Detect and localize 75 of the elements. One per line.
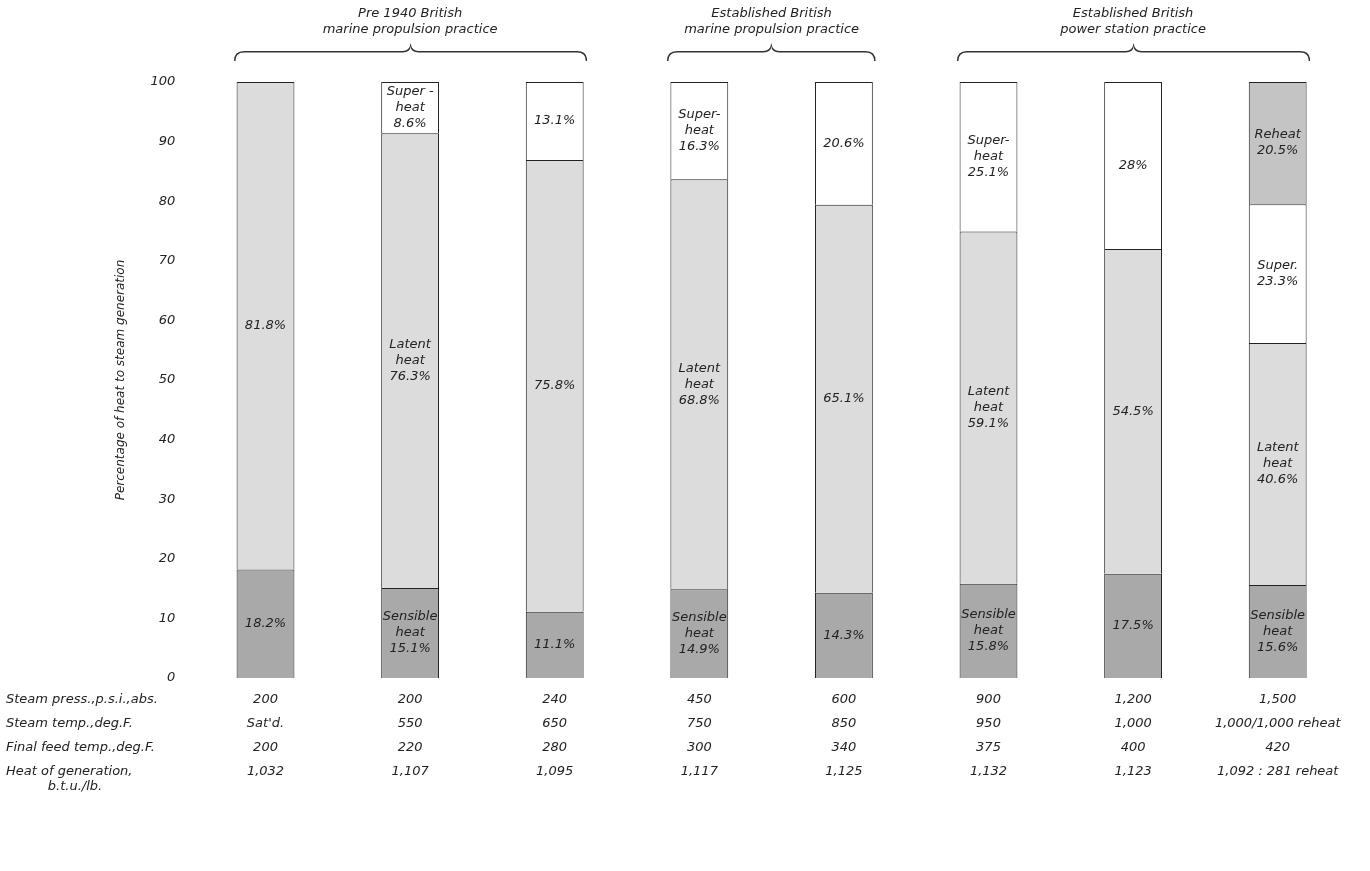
y-axis-title: Percentage of heat to steam generation (113, 259, 128, 501)
text: 200 (397, 691, 423, 707)
y-tick-label: 80 (158, 192, 176, 208)
y-tick-label: 10 (158, 609, 176, 625)
text: 550 (397, 715, 423, 731)
data-label: Latent heat 40.6% (1256, 439, 1300, 487)
data-label: 18.2% (244, 615, 287, 631)
text: 1,000 (1114, 715, 1152, 731)
data-label: Sensible heat 15.8% (961, 606, 1016, 654)
data-label: 65.1% (823, 390, 865, 406)
data-label: 81.8% (244, 317, 287, 333)
data-label: 75.8% (534, 377, 576, 393)
text: 1,132 (969, 763, 1008, 779)
text: Final feed temp.,deg.F. (6, 739, 155, 755)
y-tick-label: 20 (158, 550, 176, 566)
data-label: 28% (1118, 156, 1148, 172)
text: 750 (686, 715, 712, 731)
text: 950 (976, 715, 1001, 731)
data-label: 54.5% (1112, 402, 1154, 418)
data-label: Latent heat 59.1% (967, 383, 1011, 431)
text: 300 (686, 739, 712, 755)
text: 220 (397, 739, 423, 755)
data-label: Reheat 20.5% (1254, 126, 1302, 158)
data-label: Super. 23.3% (1257, 256, 1299, 288)
data-label: Super- heat 16.3% (678, 105, 721, 153)
text: 1,095 (536, 763, 574, 779)
text: Established British power station practice (1059, 5, 1206, 37)
y-tick-label: 100 (150, 73, 176, 89)
text: 1,107 (391, 763, 430, 779)
data-label: Sensible heat 14.9% (671, 608, 727, 656)
data-label: Sensible heat 15.1% (382, 608, 438, 656)
text: 375 (976, 739, 1001, 755)
text: 340 (831, 739, 857, 755)
y-tick-label: 60 (158, 311, 176, 327)
data-label: Latent heat 68.8% (678, 359, 722, 407)
data-label: 17.5% (1112, 617, 1154, 633)
text: 420 (1265, 739, 1291, 755)
text: Established British marine propulsion practice (684, 5, 860, 37)
text: 1,123 (1114, 763, 1152, 779)
text: 1,032 (246, 763, 285, 779)
text: 240 (542, 691, 568, 707)
text: Heat of generation, b.t.u./lb. (6, 763, 133, 794)
text: 1,125 (825, 763, 863, 779)
y-tick-label: 90 (158, 132, 176, 148)
data-label: Latent heat 76.3% (389, 336, 432, 384)
data-label: Super - heat 8.6% (386, 83, 434, 130)
y-tick-label: 0 (166, 669, 176, 685)
text: 280 (542, 739, 568, 755)
text: 400 (1120, 739, 1146, 755)
text: 1,117 (680, 763, 719, 779)
text: 1,500 (1259, 691, 1297, 707)
text: 450 (686, 691, 712, 707)
text: 650 (542, 715, 568, 731)
data-label: 14.3% (823, 626, 865, 642)
text: Steam press.,p.s.i.,abs. (6, 691, 158, 707)
text: 1,200 (1114, 691, 1152, 707)
text: Pre 1940 British marine propulsion practice (322, 5, 498, 37)
text: 850 (831, 715, 857, 731)
text: Sat'd. (246, 715, 285, 731)
text: 1,000/1,000 reheat (1214, 715, 1342, 731)
text: 900 (976, 691, 1001, 707)
text: 200 (253, 739, 278, 755)
data-label: Sensible heat 15.6% (1250, 606, 1306, 654)
text: 1,092 : 281 reheat (1216, 763, 1340, 779)
text: Steam temp.,deg.F. (6, 715, 133, 731)
data-label: 13.1% (534, 112, 576, 128)
data-label: 11.1% (534, 636, 576, 652)
text: 600 (831, 691, 857, 707)
y-tick-label: 30 (158, 490, 176, 506)
data-label: Super- heat 25.1% (967, 132, 1010, 180)
y-tick-label: 50 (158, 371, 176, 387)
y-tick-label: 40 (158, 430, 176, 446)
text: 200 (253, 691, 278, 707)
data-label: 20.6% (823, 134, 865, 150)
y-tick-label: 70 (158, 252, 176, 268)
